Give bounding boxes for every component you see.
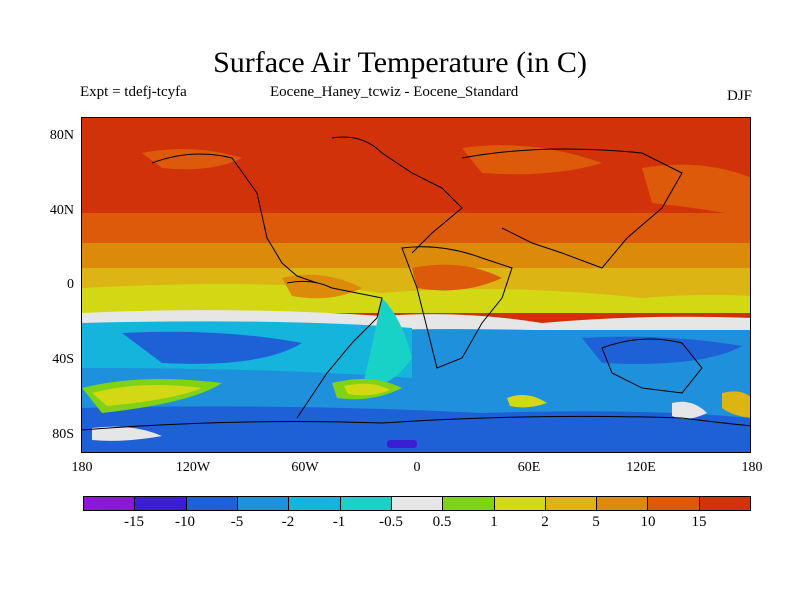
- colorbar-label: 0.5: [432, 514, 452, 530]
- experiment-label: Expt = tdefj-tcyfa: [80, 84, 187, 100]
- colorbar-label: 1: [490, 514, 498, 530]
- lon-label-180w: 180: [71, 460, 93, 475]
- lon-label-180e: 180: [741, 460, 763, 475]
- field-patch-southern-ocean-blue: [82, 406, 750, 452]
- coastlines: [82, 136, 750, 431]
- coast-antarctica: [82, 415, 750, 431]
- lon-label-120w: 120W: [175, 460, 211, 475]
- lon-label-120e: 120E: [626, 460, 656, 475]
- colorbar-label: -1: [332, 514, 346, 530]
- field-patch-tasman-amber: [722, 391, 750, 418]
- colorbar-label: -0.5: [379, 514, 403, 530]
- colorbar-box: [186, 497, 238, 510]
- colorbar: [83, 496, 751, 511]
- coast-africa: [401, 246, 513, 369]
- field-patch-south-indian-yellow: [507, 394, 547, 408]
- lat-label-40s: 40S: [52, 352, 74, 367]
- lon-label-0: 0: [413, 460, 421, 475]
- colorbar-box: [494, 497, 546, 510]
- colorbar-box: [443, 497, 495, 510]
- plot-title: Surface Air Temperature (in C): [213, 46, 587, 79]
- coast-north-america: [151, 153, 318, 284]
- colorbar-label: -10: [175, 514, 195, 530]
- colorbar-label: 15: [691, 514, 707, 530]
- lat-label-0: 0: [67, 277, 74, 292]
- field-patch-ross-indigo: [387, 440, 417, 448]
- colorbar-box: [340, 497, 392, 510]
- coast-australia: [601, 338, 703, 394]
- field-patch-tropics-yellow: [82, 284, 750, 313]
- field-patch-indian-blue: [582, 336, 742, 364]
- lon-label-60w: 60W: [291, 460, 319, 475]
- field-patch-america-amber: [282, 274, 362, 299]
- colorbar-box: [237, 497, 290, 510]
- lat-label-40n: 40N: [49, 203, 74, 218]
- colorbar-label: 10: [640, 514, 656, 530]
- field-patch-atlantic-turquoise: [362, 298, 412, 388]
- field-patch-antarctic-white-2: [92, 426, 162, 441]
- lon-label-60e: 60E: [517, 460, 541, 475]
- colorbar-box: [699, 497, 751, 510]
- coast-asia: [461, 148, 683, 269]
- colorbar-box: [648, 497, 700, 510]
- coast-greenland-europe: [331, 136, 463, 254]
- colorbar-box: [289, 497, 341, 510]
- lat-label-80n: 80N: [49, 128, 74, 143]
- colorbar-label: -5: [230, 514, 244, 530]
- field-patch-south-pacific-yellow: [92, 384, 202, 406]
- colorbar-label: -2: [281, 514, 295, 530]
- field-patch-pacific-orange: [642, 164, 750, 218]
- field-patch-antarctic-white: [672, 401, 707, 419]
- comparison-label: Eocene_Haney_tcwiz - Eocene_Standard: [270, 84, 519, 100]
- field-patch-africa-amber: [412, 264, 502, 291]
- colorbar-box: [597, 497, 649, 510]
- coast-south-america: [286, 280, 383, 419]
- colorbar-box: [135, 497, 187, 510]
- field-patch-north-orange: [142, 149, 242, 170]
- colorbar-label: 2: [541, 514, 549, 530]
- colorbar-box: [84, 497, 136, 510]
- colorbar-box: [545, 497, 598, 510]
- temperature-map: [81, 117, 751, 453]
- lat-label-80s: 80S: [52, 427, 74, 442]
- colorbar-label: 5: [592, 514, 600, 530]
- colorbar-box: [391, 497, 444, 510]
- field-patch-pacific-blue: [122, 331, 302, 364]
- season-label: DJF: [726, 88, 752, 104]
- field-patch-south-atlantic-yellow: [344, 383, 390, 396]
- map-field-svg: [82, 118, 750, 452]
- colorbar-label: -15: [124, 514, 144, 530]
